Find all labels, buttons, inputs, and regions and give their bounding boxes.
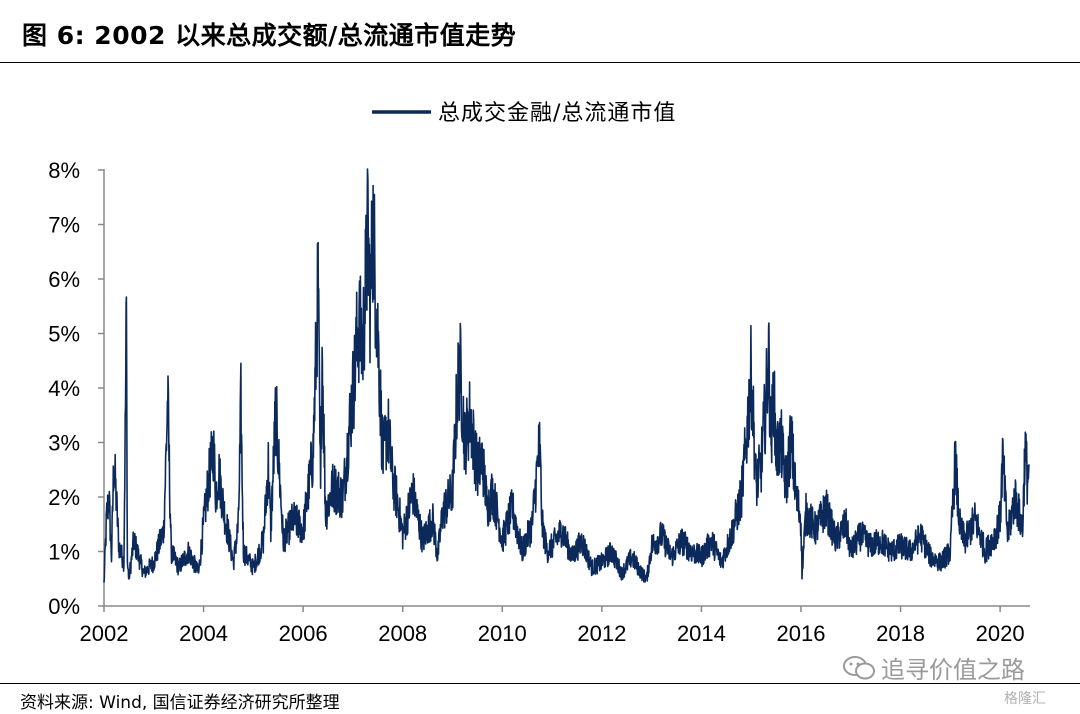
watermark: 追寻价值之路 [843, 650, 1025, 687]
figure-title: 图 6: 2002 以来总成交额/总流通市值走势 [22, 21, 517, 50]
x-tick-label: 2016 [777, 621, 826, 646]
x-tick-label: 2004 [179, 621, 228, 646]
x-tick-label: 2008 [378, 621, 427, 646]
y-tick-label: 2% [48, 485, 80, 510]
chart-legend: 总成交金融/总流通市值 [372, 101, 676, 126]
wechat-icon [843, 655, 875, 687]
x-tick-label: 2006 [279, 621, 328, 646]
x-tick-label: 2020 [976, 621, 1025, 646]
source-note: 资料来源: Wind, 国信证券经济研究所整理 [20, 693, 340, 713]
x-tick-label: 2002 [80, 621, 129, 646]
header-rule [0, 62, 1080, 63]
y-tick-label: 0% [48, 594, 80, 619]
brand-watermark: 格隆汇 [1004, 691, 1046, 707]
y-tick-label: 3% [48, 431, 80, 456]
figure-header: 图 6: 2002 以来总成交额/总流通市值走势 [0, 0, 1080, 62]
x-tick-label: 2012 [577, 621, 626, 646]
x-tick-label: 2018 [876, 621, 925, 646]
y-tick-label: 1% [48, 540, 80, 565]
plot-area: 0% 1% 2% 3% 4% 5% 6% 7% 8% 2002 2004 2006 2008 2010 20… [48, 158, 1030, 646]
y-tick-label: 7% [48, 213, 80, 238]
y-tick-label: 6% [48, 267, 80, 292]
y-tick-label: 5% [48, 322, 80, 347]
watermark-text: 追寻价值之路 [881, 656, 1025, 684]
y-tick-label: 4% [48, 376, 80, 401]
series-line [103, 168, 1030, 583]
x-tick-label: 2014 [677, 621, 726, 646]
y-tick-label: 8% [48, 158, 80, 183]
legend-label-series: 总成交金融/总流通市值 [438, 101, 676, 126]
x-tick-label: 2010 [478, 621, 527, 646]
footer-rule [0, 683, 1080, 684]
turnover-ratio-line-chart: 总成交金融/总流通市值 0% 1% 2% 3% 4% 5% 6% 7% 8% 2002 2004 20… [48, 101, 1030, 646]
